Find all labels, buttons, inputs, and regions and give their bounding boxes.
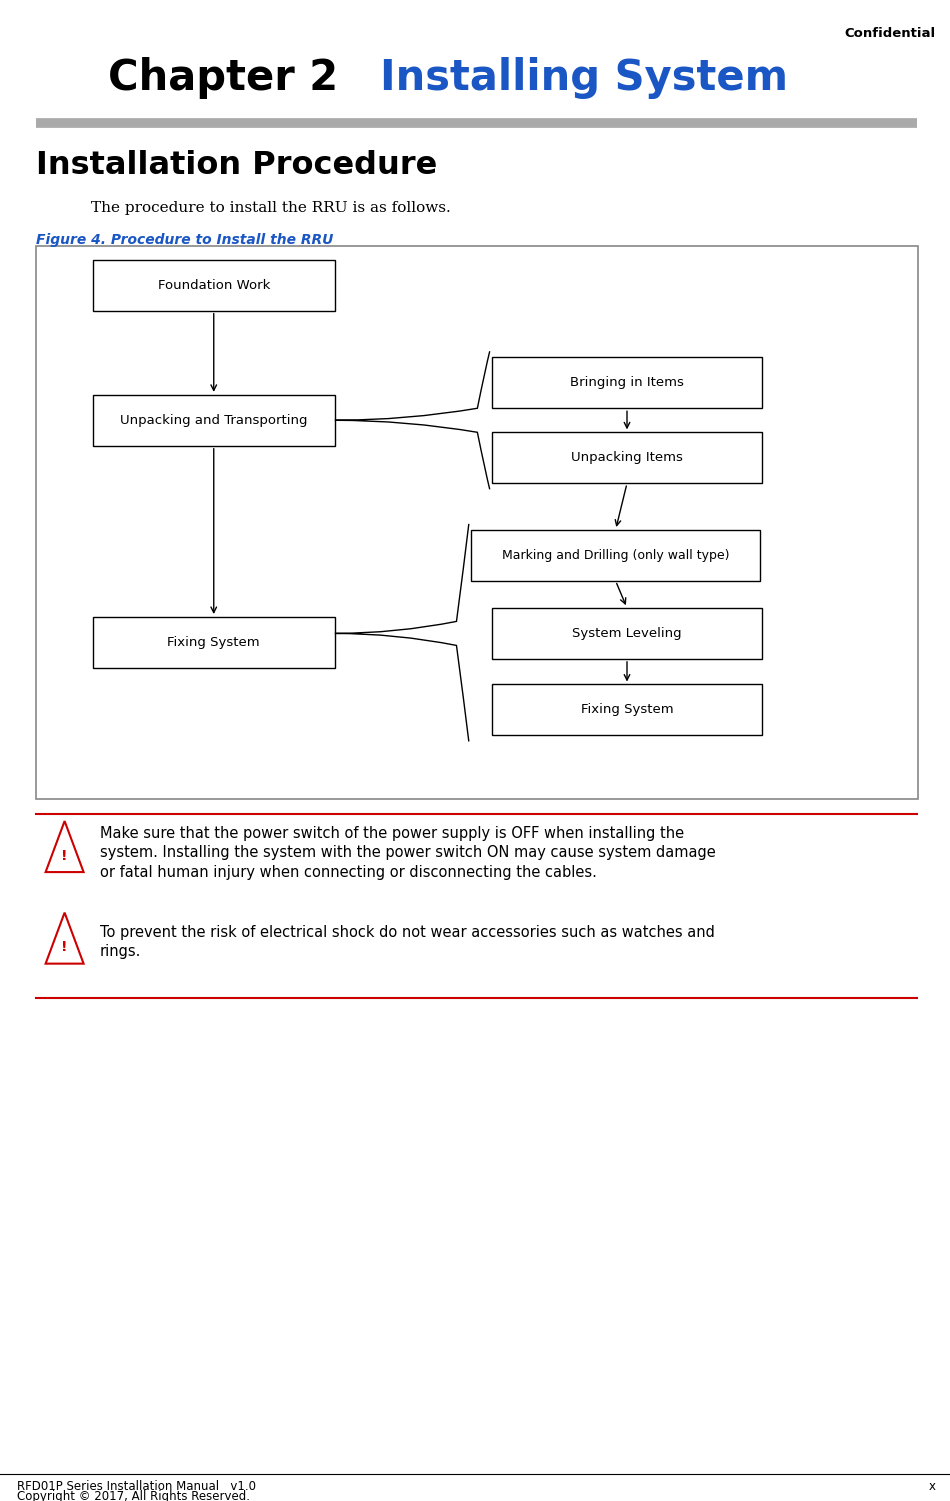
Polygon shape xyxy=(46,821,84,872)
Bar xyxy=(93,617,334,668)
Text: Copyright © 2017, All Rights Reserved.: Copyright © 2017, All Rights Reserved. xyxy=(17,1490,250,1501)
Text: !: ! xyxy=(62,940,67,955)
Bar xyxy=(492,432,762,483)
Bar xyxy=(492,684,762,735)
Text: Chapter 2: Chapter 2 xyxy=(108,57,338,99)
Text: Make sure that the power switch of the power supply is OFF when installing the
s: Make sure that the power switch of the p… xyxy=(100,826,715,880)
Bar xyxy=(471,530,760,581)
Text: Confidential: Confidential xyxy=(845,27,936,41)
Text: To prevent the risk of electrical shock do not wear accessories such as watches : To prevent the risk of electrical shock … xyxy=(100,925,714,959)
Polygon shape xyxy=(46,913,84,964)
Text: Marking and Drilling (only wall type): Marking and Drilling (only wall type) xyxy=(502,549,730,561)
Bar xyxy=(36,246,918,799)
Text: Fixing System: Fixing System xyxy=(580,704,674,716)
Text: Unpacking and Transporting: Unpacking and Transporting xyxy=(120,414,308,426)
Bar xyxy=(93,395,334,446)
Text: Installing System: Installing System xyxy=(380,57,788,99)
Bar xyxy=(492,608,762,659)
Text: !: ! xyxy=(62,848,67,863)
Bar xyxy=(93,260,334,311)
Text: The procedure to install the RRU is as follows.: The procedure to install the RRU is as f… xyxy=(91,201,450,215)
Text: Installation Procedure: Installation Procedure xyxy=(36,150,437,182)
Bar xyxy=(492,357,762,408)
Text: x: x xyxy=(929,1480,936,1493)
Text: System Leveling: System Leveling xyxy=(572,627,682,639)
Text: Bringing in Items: Bringing in Items xyxy=(570,377,684,389)
Text: Fixing System: Fixing System xyxy=(167,636,260,648)
Text: Figure 4. Procedure to Install the RRU: Figure 4. Procedure to Install the RRU xyxy=(36,233,333,246)
Text: Foundation Work: Foundation Work xyxy=(158,279,270,291)
Text: RFD01P Series Installation Manual   v1.0: RFD01P Series Installation Manual v1.0 xyxy=(17,1480,256,1493)
Text: Unpacking Items: Unpacking Items xyxy=(571,452,683,464)
